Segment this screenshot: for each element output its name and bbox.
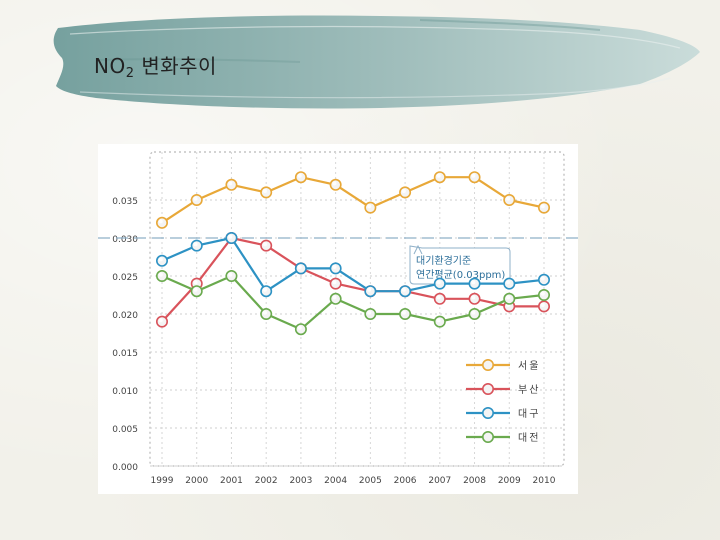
- legend-label: 대전: [518, 432, 540, 444]
- data-point-highlight: [332, 265, 337, 269]
- reference-label-line1: 대기환경기준: [416, 254, 471, 267]
- title-main: NO: [94, 54, 126, 78]
- data-point-highlight: [193, 287, 198, 292]
- x-tick-label: 2007: [428, 476, 451, 486]
- data-point-highlight: [262, 287, 267, 292]
- reference-callout-pointer: [413, 244, 423, 255]
- data-point-highlight: [506, 196, 511, 201]
- title-subscript: 2: [125, 66, 135, 81]
- data-point-highlight: [228, 234, 233, 239]
- line-chart: 0.000 0.005 0.010 0.015 0.020 0.025 0.030 0.035…: [98, 151, 578, 486]
- y-tick-label: 0.010: [112, 387, 138, 397]
- x-tick-label: 1999: [151, 476, 174, 486]
- x-tick-label: 2008: [463, 476, 486, 486]
- data-point-highlight: [540, 276, 545, 281]
- y-tick-label: 0.015: [112, 349, 138, 359]
- data-point-highlight: [228, 272, 233, 277]
- data-point-highlight: [436, 173, 441, 178]
- data-point-highlight: [262, 242, 267, 247]
- data-point-highlight: [158, 219, 163, 224]
- y-tick-label: 0.020: [112, 311, 138, 321]
- x-tick-label: 2000: [185, 476, 208, 486]
- brush-stroke-banner: [53, 15, 700, 109]
- slide-title: NO2 변화추이: [94, 50, 217, 81]
- data-point-highlight: [471, 310, 476, 315]
- series-line-4: [161, 274, 545, 331]
- legend-label: 대구: [518, 408, 540, 420]
- data-point-highlight: [367, 287, 372, 292]
- x-tick-label: 2004: [324, 476, 347, 486]
- data-point-highlight: [436, 295, 441, 300]
- data-point-highlight: [401, 189, 406, 193]
- y-tick-label: 0.025: [112, 273, 138, 283]
- data-point-highlight: [297, 325, 302, 330]
- data-point-highlight: [193, 242, 198, 247]
- data-point-highlight: [193, 280, 198, 285]
- chart-panel: 0.000 0.005 0.010 0.015 0.020 0.025 0.030 0.035…: [98, 144, 578, 494]
- y-tick-label: 0.035: [112, 197, 138, 207]
- reference-label-line2: 연간평균(0.03ppm): [416, 269, 505, 281]
- x-tick-label: 2005: [359, 476, 382, 486]
- data-point-highlight: [228, 181, 233, 186]
- data-point-highlight: [401, 287, 406, 292]
- data-point-highlight: [332, 295, 337, 300]
- legend-marker: [481, 406, 494, 419]
- data-point-highlight: [332, 181, 337, 186]
- data-point-highlight: [540, 291, 545, 296]
- data-point-highlight: [436, 318, 441, 323]
- y-tick-label: 0.000: [112, 463, 138, 473]
- x-tick-label: 2002: [255, 476, 278, 486]
- data-point-highlight: [506, 280, 511, 285]
- data-point-highlight: [540, 303, 545, 307]
- data-point-highlight: [401, 310, 406, 315]
- legend-label: 서울: [518, 360, 540, 372]
- legend-marker: [481, 430, 494, 443]
- data-point-highlight: [262, 310, 267, 315]
- data-point-highlight: [436, 280, 441, 285]
- data-point-highlight: [367, 310, 372, 315]
- data-point-highlight: [158, 272, 163, 277]
- series-line-1: [161, 176, 545, 224]
- data-point-highlight: [193, 196, 198, 201]
- data-point-highlight: [262, 189, 267, 193]
- y-tick-label: 0.030: [112, 235, 138, 245]
- x-tick-label: 2001: [220, 476, 243, 486]
- plot-frame: [149, 151, 565, 467]
- data-point-highlight: [158, 257, 163, 262]
- x-tick-label: 2009: [498, 476, 521, 486]
- data-point-highlight: [297, 173, 302, 178]
- y-tick-label: 0.005: [112, 425, 138, 435]
- title-rest: 변화추이: [141, 54, 217, 78]
- data-point-highlight: [471, 295, 476, 300]
- legend-marker: [481, 383, 494, 396]
- data-point-highlight: [540, 204, 545, 209]
- x-tick-label: 2003: [289, 476, 312, 486]
- legend-label: 부산: [518, 384, 540, 396]
- x-tick-label: 2010: [533, 476, 556, 486]
- data-point-highlight: [471, 173, 476, 178]
- data-point-highlight: [367, 204, 372, 209]
- data-point-highlight: [332, 280, 337, 285]
- data-point-highlight: [506, 295, 511, 300]
- data-point-highlight: [471, 280, 476, 285]
- legend-marker: [481, 359, 494, 372]
- x-tick-label: 2006: [394, 476, 417, 486]
- data-point-highlight: [158, 318, 163, 323]
- data-point-highlight: [297, 265, 302, 269]
